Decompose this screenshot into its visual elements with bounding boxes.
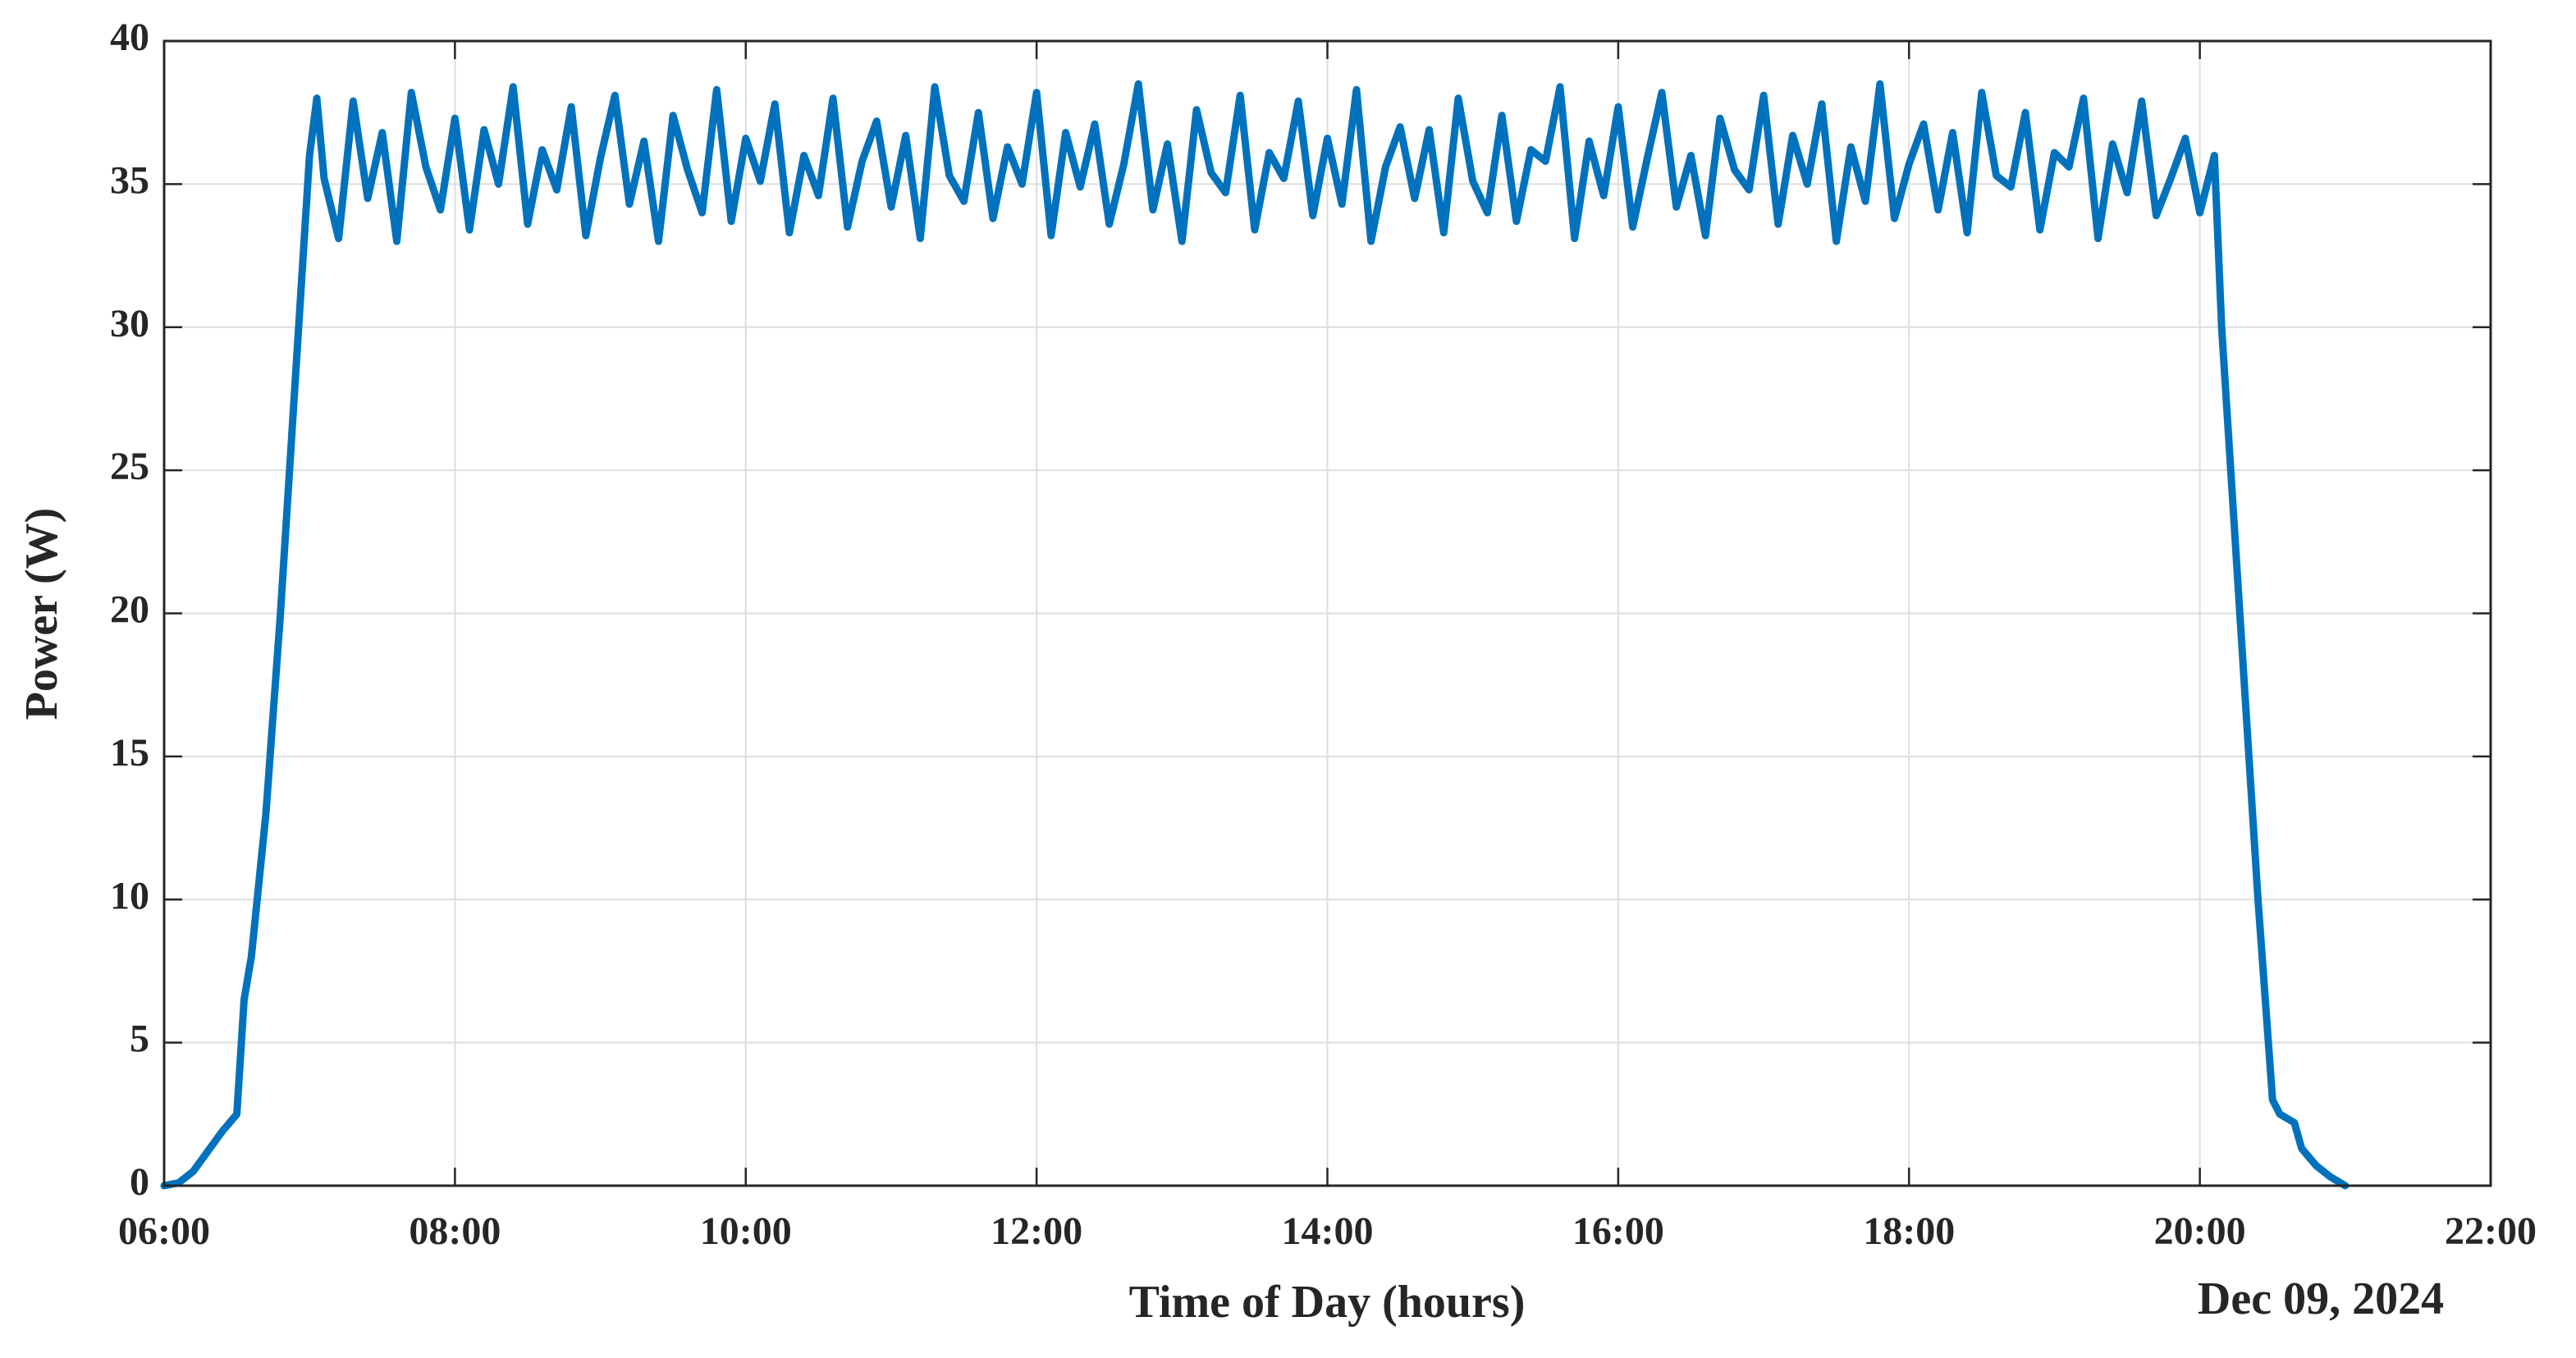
y-axis-label: Power (W) [16,508,67,720]
x-tick-label: 06:00 [118,1209,210,1253]
x-axis-label: Time of Day (hours) [1129,1277,1526,1328]
plot-frame [162,39,2492,1187]
y-tick-label: 5 [130,1017,149,1061]
x-tick-label: 14:00 [1282,1209,1374,1253]
x-tick-label: 20:00 [2154,1209,2246,1253]
data-line [160,80,2350,1190]
x-tick-label: 08:00 [409,1209,501,1253]
x-tick-label: 12:00 [991,1209,1082,1253]
x-tick-label: 22:00 [2445,1209,2537,1253]
y-tick-label: 35 [110,158,149,202]
x-tick-label: 18:00 [1863,1209,1955,1253]
y-tick-label: 0 [130,1160,149,1204]
y-tick-label: 20 [110,588,149,632]
y-tick-label: 10 [110,874,149,917]
y-tick-label: 30 [110,302,149,345]
x-tick-label: 16:00 [1572,1209,1664,1253]
y-tick-label: 15 [110,731,149,775]
y-tick-label: 25 [110,445,149,488]
date-annotation: Dec 09, 2024 [2198,1273,2444,1324]
x-tick-label: 10:00 [700,1209,792,1253]
y-tick-label: 40 [110,16,149,59]
